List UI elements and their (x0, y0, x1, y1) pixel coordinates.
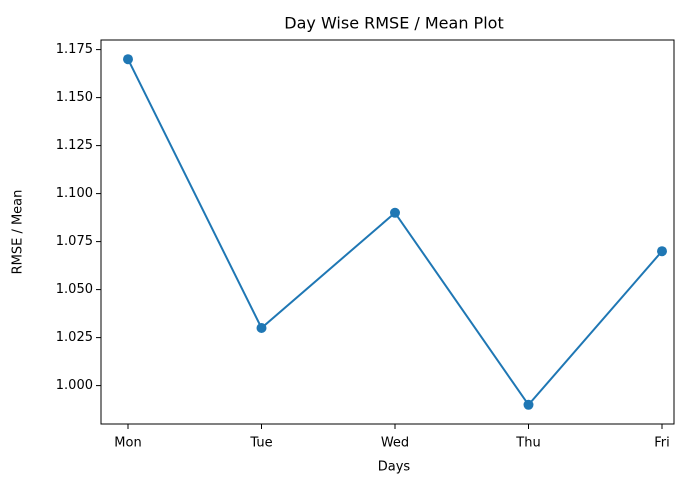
x-axis-label: Days (378, 460, 411, 475)
y-tick-label: 1.075 (56, 234, 93, 249)
point (657, 246, 667, 257)
point (256, 323, 267, 333)
point (523, 399, 534, 410)
series-line (127, 58, 663, 407)
y-tick-label: 1.125 (56, 138, 93, 153)
y-tick-label: 1.150 (56, 90, 93, 105)
y-axis-label: RMSE / Mean (11, 190, 26, 275)
chart-title: Day Wise RMSE / Mean Plot (284, 14, 503, 33)
y-tick-label: 1.050 (56, 282, 93, 297)
plot-frame (100, 39, 675, 425)
x-tick-label: Thu (515, 436, 540, 451)
x-tick-label: Fri (654, 436, 670, 451)
y-tick-label: 1.000 (56, 378, 93, 393)
y-tick-label: 1.025 (56, 330, 93, 345)
y-tick-label: 1.175 (56, 42, 93, 57)
point (390, 207, 400, 218)
x-tick-label: Tue (249, 436, 272, 451)
y-tick-label: 1.100 (56, 186, 93, 201)
point (123, 54, 133, 65)
x-tick-label: Wed (381, 436, 409, 451)
x-tick-label: Mon (114, 436, 141, 451)
